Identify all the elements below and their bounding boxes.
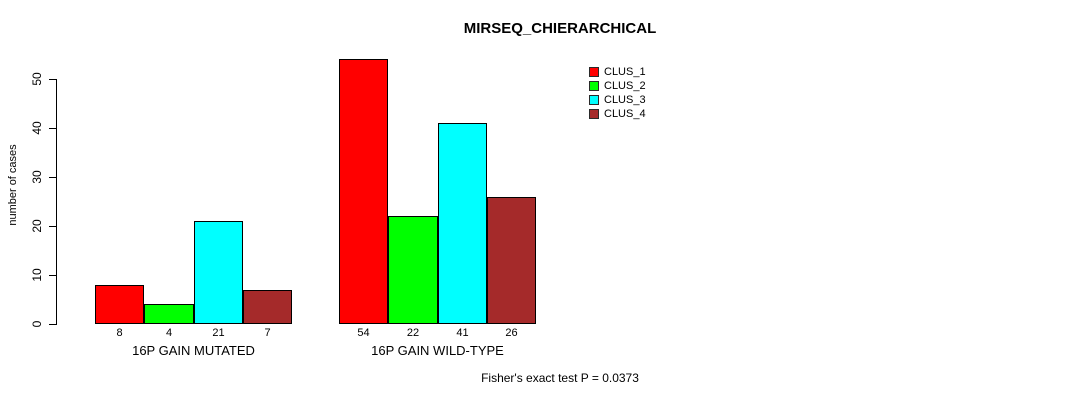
y-axis-tick-label: 30 [30, 170, 44, 184]
legend-swatch [589, 95, 599, 105]
legend-swatch [589, 67, 599, 77]
y-axis-tick [49, 324, 56, 325]
bar-value-label: 4 [165, 327, 173, 339]
bar-clus_3-group2 [438, 123, 487, 324]
y-axis-tick-label: 10 [30, 268, 44, 282]
legend-label: CLUS_2 [604, 80, 646, 92]
bar-value-label: 7 [264, 327, 271, 339]
y-axis-tick [49, 128, 56, 129]
y-axis-line [56, 79, 57, 325]
chart-title: MIRSEQ_CHIERARCHICAL [463, 20, 657, 37]
y-axis-tick-label: 0 [30, 320, 44, 328]
y-axis-tick [49, 177, 56, 178]
legend-item: CLUS_2 [589, 79, 646, 93]
legend-label: CLUS_1 [604, 66, 646, 78]
bar-clus_2-group2 [388, 216, 438, 324]
bar-clus_1-group2 [339, 59, 388, 324]
bar-value-label: 21 [212, 327, 225, 339]
x-axis-category-label: 16P GAIN MUTATED [132, 343, 255, 358]
y-axis-tick-label: 40 [30, 121, 44, 135]
y-axis-tick-label: 20 [30, 219, 44, 233]
y-axis-tick [49, 226, 56, 227]
bar-value-label: 41 [456, 327, 469, 339]
legend-swatch [589, 81, 599, 91]
bar-value-label: 22 [406, 327, 420, 339]
legend-label: CLUS_3 [604, 94, 646, 106]
bar-value-label: 54 [357, 327, 370, 339]
legend: CLUS_1 CLUS_2 CLUS_3 CLUS_4 [589, 65, 646, 121]
legend-item: CLUS_3 [589, 93, 646, 107]
legend-item: CLUS_4 [589, 107, 646, 121]
x-axis-category-label: 16P GAIN WILD-TYPE [371, 343, 504, 358]
y-axis-tick [49, 79, 56, 80]
y-axis-title: number of cases [7, 144, 19, 226]
bar-clus_1-group1 [95, 285, 144, 324]
footnote-text: Fisher's exact test P = 0.0373 [481, 371, 639, 385]
bar-value-label: 8 [116, 327, 123, 339]
legend-item: CLUS_1 [589, 65, 646, 79]
legend-swatch [589, 109, 599, 119]
legend-label: CLUS_4 [604, 108, 646, 120]
y-axis-tick [49, 275, 56, 276]
bar-value-label: 26 [505, 327, 518, 339]
y-axis-tick-label: 50 [30, 72, 44, 86]
bar-clus_3-group1 [194, 221, 243, 324]
bar-clus_2-group1 [144, 304, 194, 324]
bar-clus_4-group1 [243, 290, 292, 324]
bar-clus_4-group2 [487, 197, 536, 324]
